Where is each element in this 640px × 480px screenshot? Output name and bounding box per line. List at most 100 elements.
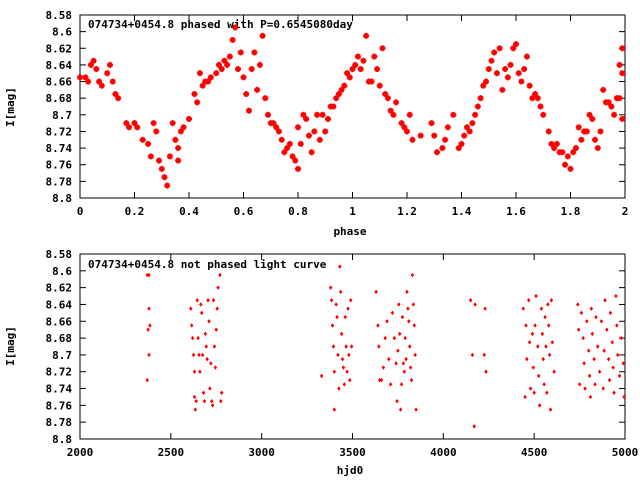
phased-data-point [600, 86, 607, 93]
phased-x-tick-label: 1.4 [452, 205, 472, 218]
phased-data-point [330, 103, 337, 110]
phased-data-point [572, 145, 579, 152]
unphased-data-point [544, 344, 548, 349]
phased-data-point [463, 124, 470, 131]
unphased-data-point [406, 306, 410, 311]
unphased-data-point [610, 340, 615, 345]
unphased-data-point [340, 356, 345, 362]
unphased-data-point [216, 285, 220, 290]
unphased-x-tick-label: 5000 [612, 446, 639, 459]
unphased-data-point [396, 348, 400, 353]
phased-data-point [194, 99, 201, 106]
phased-data-point [458, 140, 465, 147]
unphased-data-point [407, 344, 412, 349]
unphased-data-point [213, 365, 218, 370]
unphased-data-point [204, 344, 209, 349]
unphased-data-point [147, 352, 151, 358]
phased-data-point [455, 145, 462, 152]
unphased-y-tick-label: 8.72 [46, 366, 73, 379]
unphased-data-point [599, 319, 604, 324]
unphased-data-point [615, 352, 620, 358]
unphased-data-point [388, 382, 393, 387]
phased-data-point [139, 136, 146, 143]
unphased-data-point [587, 373, 592, 379]
unphased-data-point [332, 407, 337, 412]
phased-y-tick-label: 8.62 [46, 42, 73, 55]
phased-x-axis-label: phase [333, 225, 366, 238]
unphased-data-point [601, 386, 605, 391]
phased-data-point [207, 74, 214, 81]
phased-x-tick-label: 0.4 [179, 205, 199, 218]
unphased-data-point [218, 272, 222, 278]
unphased-data-point [330, 323, 335, 328]
unphased-data-point [576, 327, 581, 332]
phased-y-tick-label: 8.6 [52, 26, 72, 39]
unphased-data-point [191, 352, 196, 358]
phased-data-point [254, 86, 261, 93]
unphased-data-point [328, 285, 333, 290]
unphased-data-point [392, 335, 397, 341]
unphased-data-point [524, 323, 528, 328]
phased-data-point [218, 66, 225, 73]
phased-x-tick-label: 0.2 [125, 205, 145, 218]
phased-data-point [243, 91, 250, 98]
unphased-data-point [215, 306, 219, 311]
unphased-y-ticks: 8.58 8.6 8.62 8.64 8.66 8.68 8.7 8.72 8.74 8.76 8.… [46, 248, 625, 446]
unphased-data-point [336, 352, 340, 358]
unphased-data-point [212, 344, 217, 349]
unphased-data-point [346, 306, 350, 311]
phased-data-point [352, 61, 359, 68]
phased-data-point [532, 91, 539, 98]
phased-data-point [123, 120, 130, 127]
unphased-data-point [617, 373, 622, 379]
unphased-data-point [376, 323, 380, 328]
unphased-y-tick-label: 8.64 [46, 298, 73, 311]
unphased-data-point [196, 335, 200, 341]
unphased-data-point [385, 319, 389, 324]
phased-data-point [145, 140, 152, 147]
unphased-data-point [408, 365, 413, 370]
phased-data-point [166, 153, 173, 160]
phased-data-point [534, 95, 541, 102]
unphased-data-point [219, 398, 223, 404]
phased-data-point [82, 74, 89, 81]
phased-data-point [156, 157, 163, 164]
phased-data-point [164, 182, 171, 189]
phased-data-point [131, 120, 138, 127]
phased-x-tick-label: 1.2 [397, 205, 417, 218]
phased-data-point [390, 111, 397, 118]
phased-data-point [502, 66, 509, 73]
phased-data-point [496, 45, 503, 52]
unphased-x-tick-label: 4500 [521, 446, 548, 459]
unphased-data-point [193, 407, 198, 412]
unphased-data-point [414, 407, 418, 412]
unphased-data-point [521, 306, 526, 311]
phased-data-point [521, 66, 528, 73]
phased-data-point [224, 61, 231, 68]
phased-data-point [619, 115, 626, 122]
unphased-data-point [348, 298, 353, 303]
unphased-data-point [201, 390, 206, 395]
phased-data-point [472, 111, 479, 118]
phased-data-point [281, 149, 288, 156]
unphased-data-point [400, 314, 405, 320]
unphased-data-point [589, 306, 594, 311]
unphased-data-point [404, 356, 408, 362]
phased-y-axis-label: I[mag] [4, 87, 17, 127]
unphased-data-point [199, 302, 203, 307]
phased-data-point [360, 57, 367, 64]
phased-data-point [469, 120, 476, 127]
unphased-data-point [190, 335, 195, 341]
phased-data-point [196, 70, 203, 77]
phased-x-tick-label: 2 [622, 205, 629, 218]
unphased-data-point [612, 390, 616, 395]
unphased-data-point [608, 310, 613, 316]
phased-data-point [491, 49, 498, 56]
phased-x-ticks: 0 0.2 0.4 0.6 0.8 1 1.2 1.4 1.6 1.8 2 [77, 15, 629, 218]
phased-data-point [461, 132, 468, 139]
unphased-y-tick-label: 8.76 [46, 399, 73, 412]
phased-data-point [175, 157, 182, 164]
unphased-data-point [523, 394, 527, 400]
unphased-data-point [411, 302, 416, 307]
unphased-x-tick-label: 4000 [430, 446, 457, 459]
